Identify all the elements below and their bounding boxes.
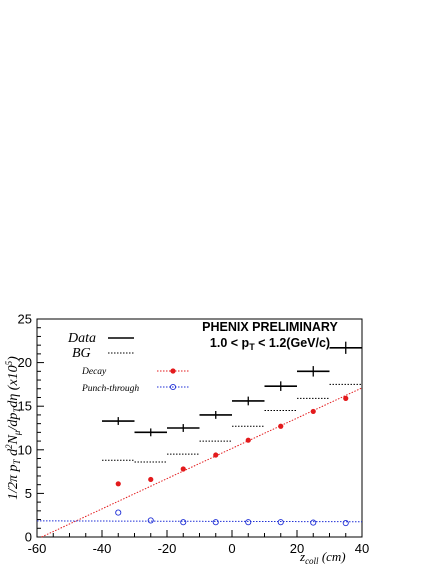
decay-point: [310, 408, 316, 415]
x-tick-label: -20: [158, 541, 177, 556]
legend: Data BG Decay Punch-through: [67, 331, 189, 394]
legend-label-bg: BG: [72, 346, 91, 361]
punch-through-point: [147, 517, 154, 524]
y-label-part-4: 2: [4, 444, 14, 449]
punch-through-point: [310, 519, 317, 526]
y-tick-label: 0: [25, 530, 32, 545]
y-label-part-9: dη (x10: [6, 365, 21, 407]
y-tick-label: 15: [18, 399, 32, 414]
y-label-part-6: μ: [12, 430, 22, 436]
decay-point: [115, 481, 121, 487]
x-axis-label-main: z: [299, 549, 305, 564]
legend-label-punch: Punch-through: [81, 384, 139, 394]
punch-through-point: [212, 519, 219, 526]
legend-label-decay: Decay: [81, 367, 107, 377]
punch-through-point: [115, 509, 122, 516]
legend-label-data: Data: [67, 331, 96, 346]
decay-point: [180, 466, 186, 472]
x-tick-label: -60: [28, 541, 47, 556]
x-tick-label: 20: [290, 541, 304, 556]
y-tick-label: 25: [18, 312, 32, 327]
x-tick-label: 0: [228, 541, 235, 556]
y-label-part-8: T: [12, 407, 22, 413]
decay-point: [213, 452, 219, 458]
y-label-part-3: d: [6, 448, 21, 460]
punch-through-point: [180, 519, 187, 526]
y-label-part-1: 1/2π p: [6, 464, 21, 499]
x-axis-label-post: (cm): [319, 549, 346, 564]
y-label-part-5: N: [6, 434, 21, 445]
punch-through-point: [277, 519, 284, 526]
y-tick-label: 5: [25, 486, 32, 501]
fit-lines: [36, 387, 363, 538]
decay-point: [343, 395, 349, 401]
y-label-part-7: /dp: [6, 413, 21, 432]
chart-title: PHENIX PRELIMINARY: [202, 320, 338, 334]
y-label-part-10: 5: [4, 360, 14, 365]
legend-marker-decay: [170, 368, 176, 374]
subtitle-pre: 1.0 < p: [210, 336, 250, 350]
x-axis-label: zcoll (cm): [299, 549, 346, 564]
y-axis-label: 1/2π pT d2Nμ/dpTdη (x105): [4, 356, 22, 500]
y-tick-label: 10: [18, 442, 32, 457]
decay-point: [278, 423, 284, 429]
data-marks: [102, 341, 362, 527]
chart-subtitle: 1.0 < pT < 1.2(GeV/c): [210, 336, 330, 352]
decay-point: [245, 437, 251, 443]
fit-line-decay: [41, 387, 363, 538]
decay-point: [148, 476, 154, 483]
x-tick-label: 40: [355, 541, 369, 556]
y-tick-label: 20: [18, 355, 32, 370]
punch-through-point: [245, 519, 252, 526]
subtitle-sub: T: [249, 342, 255, 352]
punch-through-point: [342, 519, 349, 527]
subtitle-post: < 1.2(GeV/c): [255, 336, 330, 350]
x-tick-label: -40: [93, 541, 112, 556]
axes: -60 -40 -20 0 20 40 0 5 10 15 20 25: [18, 312, 370, 557]
y-label-part-2: T: [12, 458, 22, 464]
fit-line-punch-through: [36, 520, 363, 523]
legend-marker-punch: [169, 383, 177, 391]
y-label-part-11: ): [6, 356, 21, 362]
x-axis-label-sub: coll: [305, 556, 319, 564]
